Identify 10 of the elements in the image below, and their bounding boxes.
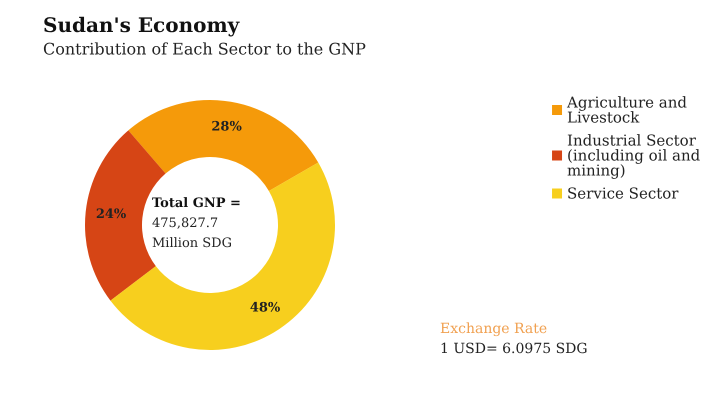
text: Exchange Rate 1 USD= 6.0975 SDG bbox=[440, 321, 588, 357]
legend-label: Industrial Sector (including oil and mining) bbox=[567, 132, 705, 180]
data-label: 48% bbox=[250, 300, 281, 316]
text: Total GNP = 475,827.7 Million SDG bbox=[152, 196, 241, 251]
chart-title: Sudan's Economy bbox=[43, 13, 241, 37]
chart-subtitle: Contribution of Each Sector to the GNP bbox=[43, 40, 366, 58]
legend-label: Service Sector bbox=[567, 184, 680, 202]
data-label: 28% bbox=[211, 119, 242, 134]
legend-label: Agriculture and Livestock bbox=[566, 94, 692, 126]
data-label: 24% bbox=[96, 207, 127, 222]
